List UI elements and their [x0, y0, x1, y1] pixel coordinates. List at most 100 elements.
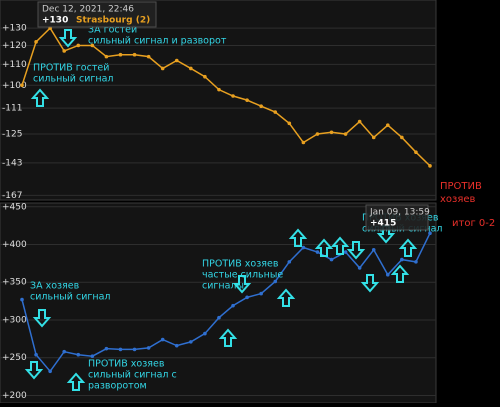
y-tick-label: -167 — [2, 191, 22, 201]
tooltip-value: +415 — [370, 219, 396, 229]
annotation: ПРОТИВ хозяев — [202, 259, 279, 270]
point — [76, 43, 81, 48]
arrow-icon — [314, 238, 334, 257]
point — [34, 40, 38, 44]
bottom-panel — [0, 202, 437, 404]
point — [118, 52, 123, 57]
point — [174, 58, 179, 63]
arrow-icon — [360, 274, 380, 293]
point — [34, 352, 38, 357]
tooltip-date: Jan 09, 13:59 — [369, 208, 430, 218]
point — [104, 54, 109, 59]
y-tick-label: +300 — [2, 315, 27, 325]
line — [21, 232, 431, 373]
point — [203, 74, 207, 79]
arrow-icon — [330, 236, 350, 255]
tooltip-name: Strasbourg (2) — [76, 16, 150, 26]
point — [385, 272, 390, 277]
y-tick-label: -143 — [2, 158, 22, 168]
annotation: сильный сигнал — [33, 74, 113, 85]
y-tick-label: +400 — [2, 240, 27, 250]
point — [104, 346, 109, 351]
arrow-icon — [32, 309, 52, 328]
point — [146, 54, 151, 59]
point — [301, 140, 306, 145]
point — [315, 132, 320, 136]
point — [217, 315, 221, 320]
arrow-icon — [24, 361, 44, 380]
point — [62, 349, 67, 354]
point — [62, 49, 67, 53]
point — [357, 266, 362, 270]
point — [160, 66, 165, 71]
y-tick-label: +450 — [2, 202, 27, 212]
line — [21, 26, 431, 167]
y-tick-label: +200 — [2, 391, 27, 401]
y-tick-label: +250 — [2, 353, 27, 363]
point — [329, 130, 334, 135]
annotation: сильный сигнал — [30, 292, 110, 303]
annotation: сигналы — [202, 281, 244, 292]
arrow-icon — [276, 288, 296, 307]
point — [203, 331, 207, 336]
point — [146, 346, 151, 350]
point — [414, 260, 418, 264]
arrow-icon — [218, 328, 238, 347]
point — [259, 291, 263, 296]
annotation: ПРОТИВ хозяев — [88, 359, 165, 370]
point — [315, 250, 320, 254]
point — [357, 119, 362, 124]
arrow-icon — [58, 29, 78, 48]
tooltip — [365, 204, 429, 231]
point — [245, 295, 249, 300]
point — [414, 150, 418, 155]
point — [343, 250, 348, 254]
annotation: сильный сигнал и разворот — [88, 36, 227, 47]
point — [20, 297, 24, 302]
y-tick-label: +350 — [2, 278, 27, 288]
point — [90, 354, 95, 359]
annotation: разворотом — [88, 381, 147, 392]
point — [273, 110, 278, 114]
annotation: ПРОТИВ гостей — [33, 63, 109, 74]
y-tick-label: -125 — [2, 130, 22, 140]
point — [245, 98, 249, 102]
point — [132, 347, 137, 352]
point — [371, 135, 376, 140]
point — [76, 352, 81, 357]
point — [132, 52, 137, 57]
arrow-icon — [390, 264, 410, 283]
point — [174, 343, 179, 348]
point — [400, 257, 404, 262]
point — [231, 303, 235, 308]
point — [273, 279, 278, 284]
point — [287, 121, 292, 126]
point — [400, 135, 404, 140]
point — [90, 43, 95, 48]
point — [160, 337, 165, 342]
arrow-icon — [398, 238, 418, 257]
y-tick-label: -111 — [2, 104, 22, 114]
point — [428, 164, 432, 168]
tooltip — [37, 1, 157, 28]
point — [385, 123, 390, 127]
point — [20, 83, 24, 88]
point — [231, 94, 235, 98]
arrow-icon — [232, 275, 252, 294]
point — [428, 231, 432, 235]
point — [118, 347, 123, 352]
annotation: ЗА гостей — [88, 25, 137, 36]
side-note: итог 0-2 — [452, 218, 495, 229]
point — [343, 132, 348, 136]
side-note: хозяев — [440, 194, 476, 205]
y-tick-label: +120 — [2, 41, 27, 51]
point — [189, 66, 193, 71]
point — [189, 340, 193, 344]
side-note: ПРОТИВ — [440, 181, 482, 192]
arrow-icon — [346, 241, 366, 260]
annotation: сильный сигнал с — [88, 370, 177, 381]
arrow-icon — [66, 372, 86, 391]
annotation: ЗА хозяев — [30, 281, 80, 292]
point — [371, 247, 376, 252]
